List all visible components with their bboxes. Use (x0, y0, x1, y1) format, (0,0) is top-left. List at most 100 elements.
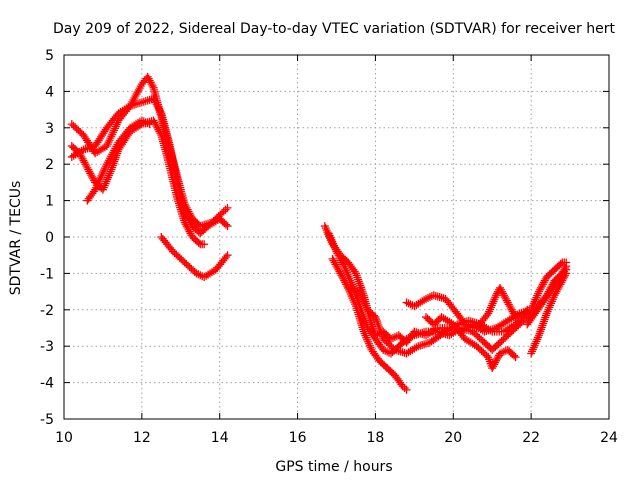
data-point (78, 154, 87, 163)
data-point (511, 353, 520, 362)
data-point (400, 384, 409, 393)
data-point (404, 334, 413, 343)
data-point (223, 203, 232, 212)
data-point (221, 205, 230, 214)
data-point (540, 315, 549, 324)
data-point (80, 158, 89, 167)
data-point (537, 325, 546, 334)
data-point (536, 327, 545, 336)
y-tick-label: -1 (40, 266, 54, 282)
data-point (374, 321, 383, 330)
data-point (124, 103, 133, 112)
series-track-k (422, 313, 520, 373)
data-point (150, 118, 159, 127)
data-point (93, 179, 102, 188)
data-point (362, 322, 371, 331)
data-point (150, 96, 159, 105)
x-tick-label: 10 (55, 430, 73, 446)
data-layer (67, 72, 571, 394)
data-point (149, 116, 158, 125)
data-point (95, 175, 104, 184)
data-point (217, 209, 226, 218)
data-point (490, 360, 499, 369)
data-point (87, 171, 96, 180)
data-point (154, 125, 163, 134)
x-tick-label: 18 (367, 430, 385, 446)
data-point (155, 127, 164, 136)
y-tick-label: 2 (45, 157, 54, 173)
y-tick-label: 3 (45, 121, 54, 137)
data-point (106, 167, 115, 176)
data-point (152, 121, 161, 130)
data-point (558, 276, 567, 285)
data-point (337, 256, 346, 265)
data-point (143, 72, 152, 81)
data-point (145, 76, 154, 85)
data-point (219, 207, 228, 216)
data-point (511, 313, 520, 322)
data-point (94, 177, 103, 186)
data-point (398, 382, 407, 391)
data-point (109, 159, 118, 168)
data-point (96, 173, 105, 182)
data-point (183, 212, 192, 221)
data-point (92, 183, 101, 192)
x-tick-label: 24 (600, 430, 618, 446)
data-point (104, 138, 113, 147)
data-point (92, 181, 101, 190)
x-tick-label: 22 (522, 430, 540, 446)
data-point (510, 311, 519, 320)
data-point (223, 222, 232, 231)
data-point (180, 218, 189, 227)
data-point (144, 74, 153, 83)
data-point (112, 120, 121, 129)
data-point (108, 163, 117, 172)
data-point (110, 157, 119, 166)
data-point (561, 263, 570, 272)
data-point (377, 328, 386, 337)
data-point (338, 258, 347, 267)
data-point (488, 364, 497, 373)
data-point (223, 251, 232, 260)
data-point (489, 362, 498, 371)
series-track-j (402, 283, 520, 332)
data-point (76, 151, 85, 160)
data-point (354, 275, 363, 284)
data-point (149, 94, 158, 103)
data-point (408, 332, 417, 341)
data-point (350, 267, 359, 276)
y-tick-label: -2 (40, 303, 54, 319)
data-point (504, 300, 513, 309)
data-point (492, 356, 501, 365)
data-point (107, 132, 116, 141)
data-point (222, 253, 231, 262)
data-point (83, 163, 92, 172)
data-point (155, 105, 164, 114)
data-point (560, 273, 569, 282)
data-point (562, 262, 571, 271)
data-point (404, 299, 413, 308)
data-point (351, 269, 360, 278)
data-point (183, 223, 192, 232)
y-tick-label: -3 (40, 339, 54, 355)
data-point (534, 331, 543, 340)
data-point (77, 152, 86, 161)
data-point (97, 171, 106, 180)
chart-title: Day 209 of 2022, Sidereal Day-to-day VTE… (53, 21, 615, 37)
data-point (521, 307, 530, 316)
data-point (152, 100, 161, 109)
data-point (496, 285, 505, 294)
data-point (556, 280, 565, 289)
data-point (88, 172, 97, 181)
data-point (147, 80, 156, 89)
data-point (538, 280, 547, 289)
data-point (536, 283, 545, 292)
data-point (497, 348, 506, 357)
x-tick-label: 20 (444, 430, 462, 446)
data-point (554, 283, 563, 292)
data-point (336, 254, 345, 263)
data-point (86, 169, 95, 178)
data-point (337, 271, 346, 280)
data-point (181, 220, 190, 229)
